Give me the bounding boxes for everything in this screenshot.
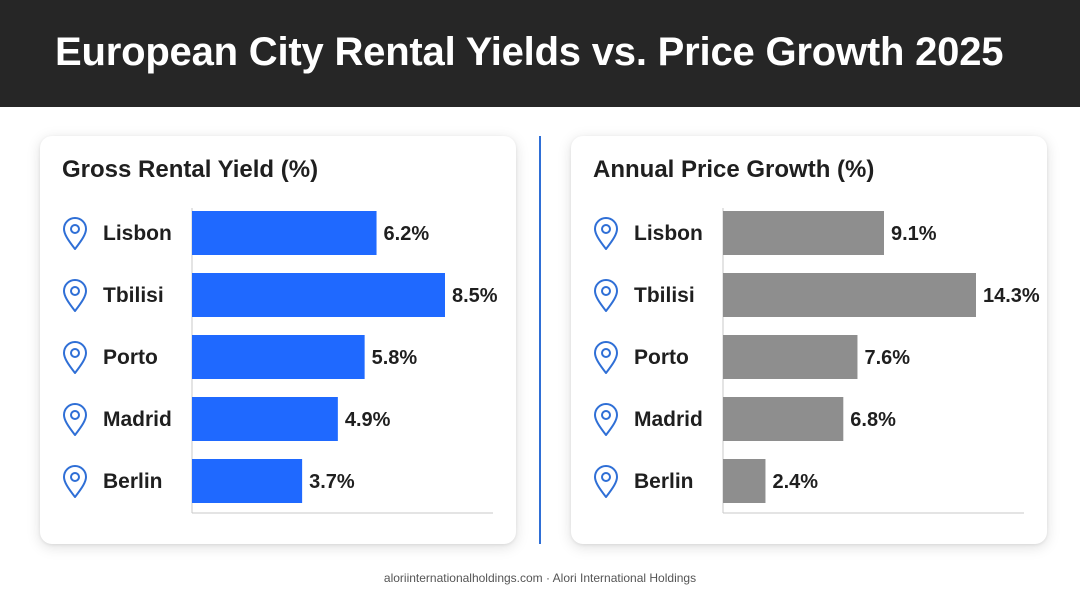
yield-bar-porto: [192, 335, 365, 379]
yield-value-label-lisbon: 6.2%: [384, 223, 430, 245]
yield-category-label-porto: Porto: [103, 346, 158, 369]
growth-value-label-lisbon: 9.1%: [891, 223, 937, 245]
growth-value-label-berlin: 2.4%: [772, 471, 818, 493]
growth-bar-lisbon: [723, 211, 884, 255]
map-pin-icon: [594, 403, 618, 436]
price-growth-panel: Annual Price Growth (%) Lisbon 9.1% Tbilis…: [571, 136, 1047, 544]
growth-value-label-porto: 7.6%: [864, 347, 910, 369]
yield-bar-lisbon: [192, 211, 377, 255]
rental-yield-chart: Lisbon 6.2% Tbilisi 8.5% Porto 5.8% Madrid 4.9%…: [63, 208, 498, 514]
price-growth-chart: Lisbon 9.1% Tbilisi 14.3% Porto 7.6% Madrid 6.8…: [594, 208, 1040, 514]
map-pin-icon: [594, 279, 618, 312]
map-pin-icon: [63, 279, 87, 312]
rental-yield-chart-title: Gross Rental Yield (%): [62, 156, 319, 183]
map-pin-icon: [63, 217, 87, 250]
title-bar: European City Rental Yields vs. Price Gr…: [0, 0, 1080, 107]
growth-category-label-madrid: Madrid: [634, 408, 703, 431]
yield-category-label-tbilisi: Tbilisi: [103, 284, 164, 307]
map-pin-icon: [594, 465, 618, 498]
yield-value-label-madrid: 4.9%: [345, 409, 391, 431]
yield-value-label-tbilisi: 8.5%: [452, 285, 498, 307]
growth-category-label-lisbon: Lisbon: [634, 222, 703, 245]
growth-category-label-porto: Porto: [634, 346, 689, 369]
yield-category-label-madrid: Madrid: [103, 408, 172, 431]
growth-bar-tbilisi: [723, 273, 976, 317]
growth-category-label-tbilisi: Tbilisi: [634, 284, 695, 307]
map-pin-icon: [63, 341, 87, 374]
growth-bar-porto: [723, 335, 858, 379]
page-title: European City Rental Yields vs. Price Gr…: [55, 30, 1004, 74]
growth-value-label-madrid: 6.8%: [850, 409, 896, 431]
map-pin-icon: [63, 403, 87, 436]
growth-bar-madrid: [723, 397, 844, 441]
map-pin-icon: [63, 465, 87, 498]
rental-yield-panel: Gross Rental Yield (%) Lisbon 6.2% Tbilisi…: [40, 136, 516, 544]
growth-value-label-tbilisi: 14.3%: [983, 285, 1040, 307]
yield-value-label-porto: 5.8%: [372, 347, 418, 369]
yield-category-label-berlin: Berlin: [103, 470, 163, 493]
yield-bar-tbilisi: [192, 273, 445, 317]
footer-credit: aloriinternationalholdings.com · Alori I…: [383, 571, 697, 585]
price-growth-chart-title: Annual Price Growth (%): [593, 156, 875, 183]
yield-bar-berlin: [192, 459, 303, 503]
map-pin-icon: [594, 341, 618, 374]
map-pin-icon: [594, 217, 618, 250]
growth-bar-berlin: [723, 459, 766, 503]
yield-value-label-berlin: 3.7%: [309, 471, 355, 493]
growth-category-label-berlin: Berlin: [634, 470, 694, 493]
yield-category-label-lisbon: Lisbon: [103, 222, 172, 245]
yield-bar-madrid: [192, 397, 338, 441]
panel-divider: [539, 136, 541, 544]
